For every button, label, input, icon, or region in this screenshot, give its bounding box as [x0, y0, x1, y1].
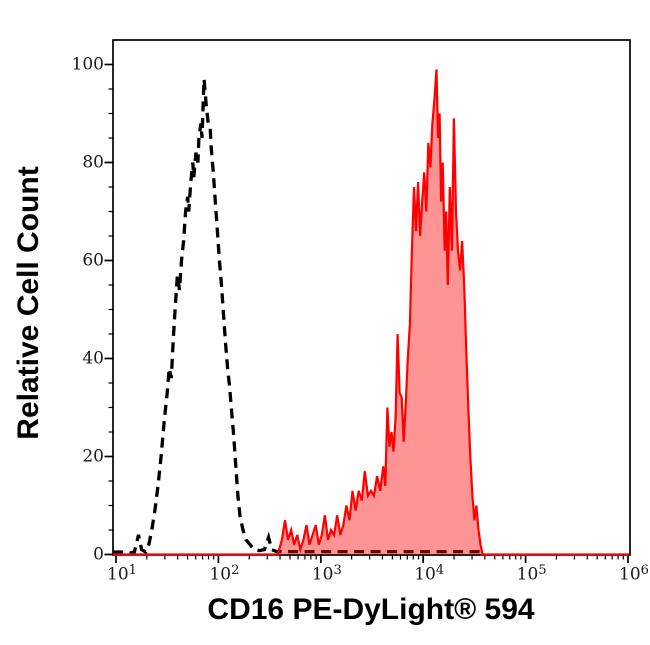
negative-control-unstained-curve: [112, 79, 485, 555]
x-tick-label: 106: [619, 563, 649, 585]
cd16-pe-dylight-594-stained-fill: [112, 69, 629, 555]
y-tick-label: 20: [82, 446, 104, 467]
y-tick-label: 100: [71, 54, 104, 75]
x-tick-label: 101: [107, 563, 137, 585]
y-tick-label: 60: [82, 250, 104, 271]
x-tick-label: 104: [414, 563, 445, 585]
y-tick-label: 40: [82, 348, 104, 369]
cd16-pe-dylight-594-stained-curve: [112, 69, 629, 556]
x-tick-label: 103: [311, 563, 342, 585]
x-tick-label: 102: [209, 563, 240, 585]
y-axis-title: Relative Cell Count: [12, 166, 45, 440]
y-tick-label: 0: [93, 544, 104, 565]
x-tick-label: 105: [516, 563, 547, 585]
plot-frame: [112, 39, 631, 556]
x-axis-title: CD16 PE-DyLight® 594: [207, 593, 535, 626]
y-tick-label: 80: [82, 152, 104, 173]
